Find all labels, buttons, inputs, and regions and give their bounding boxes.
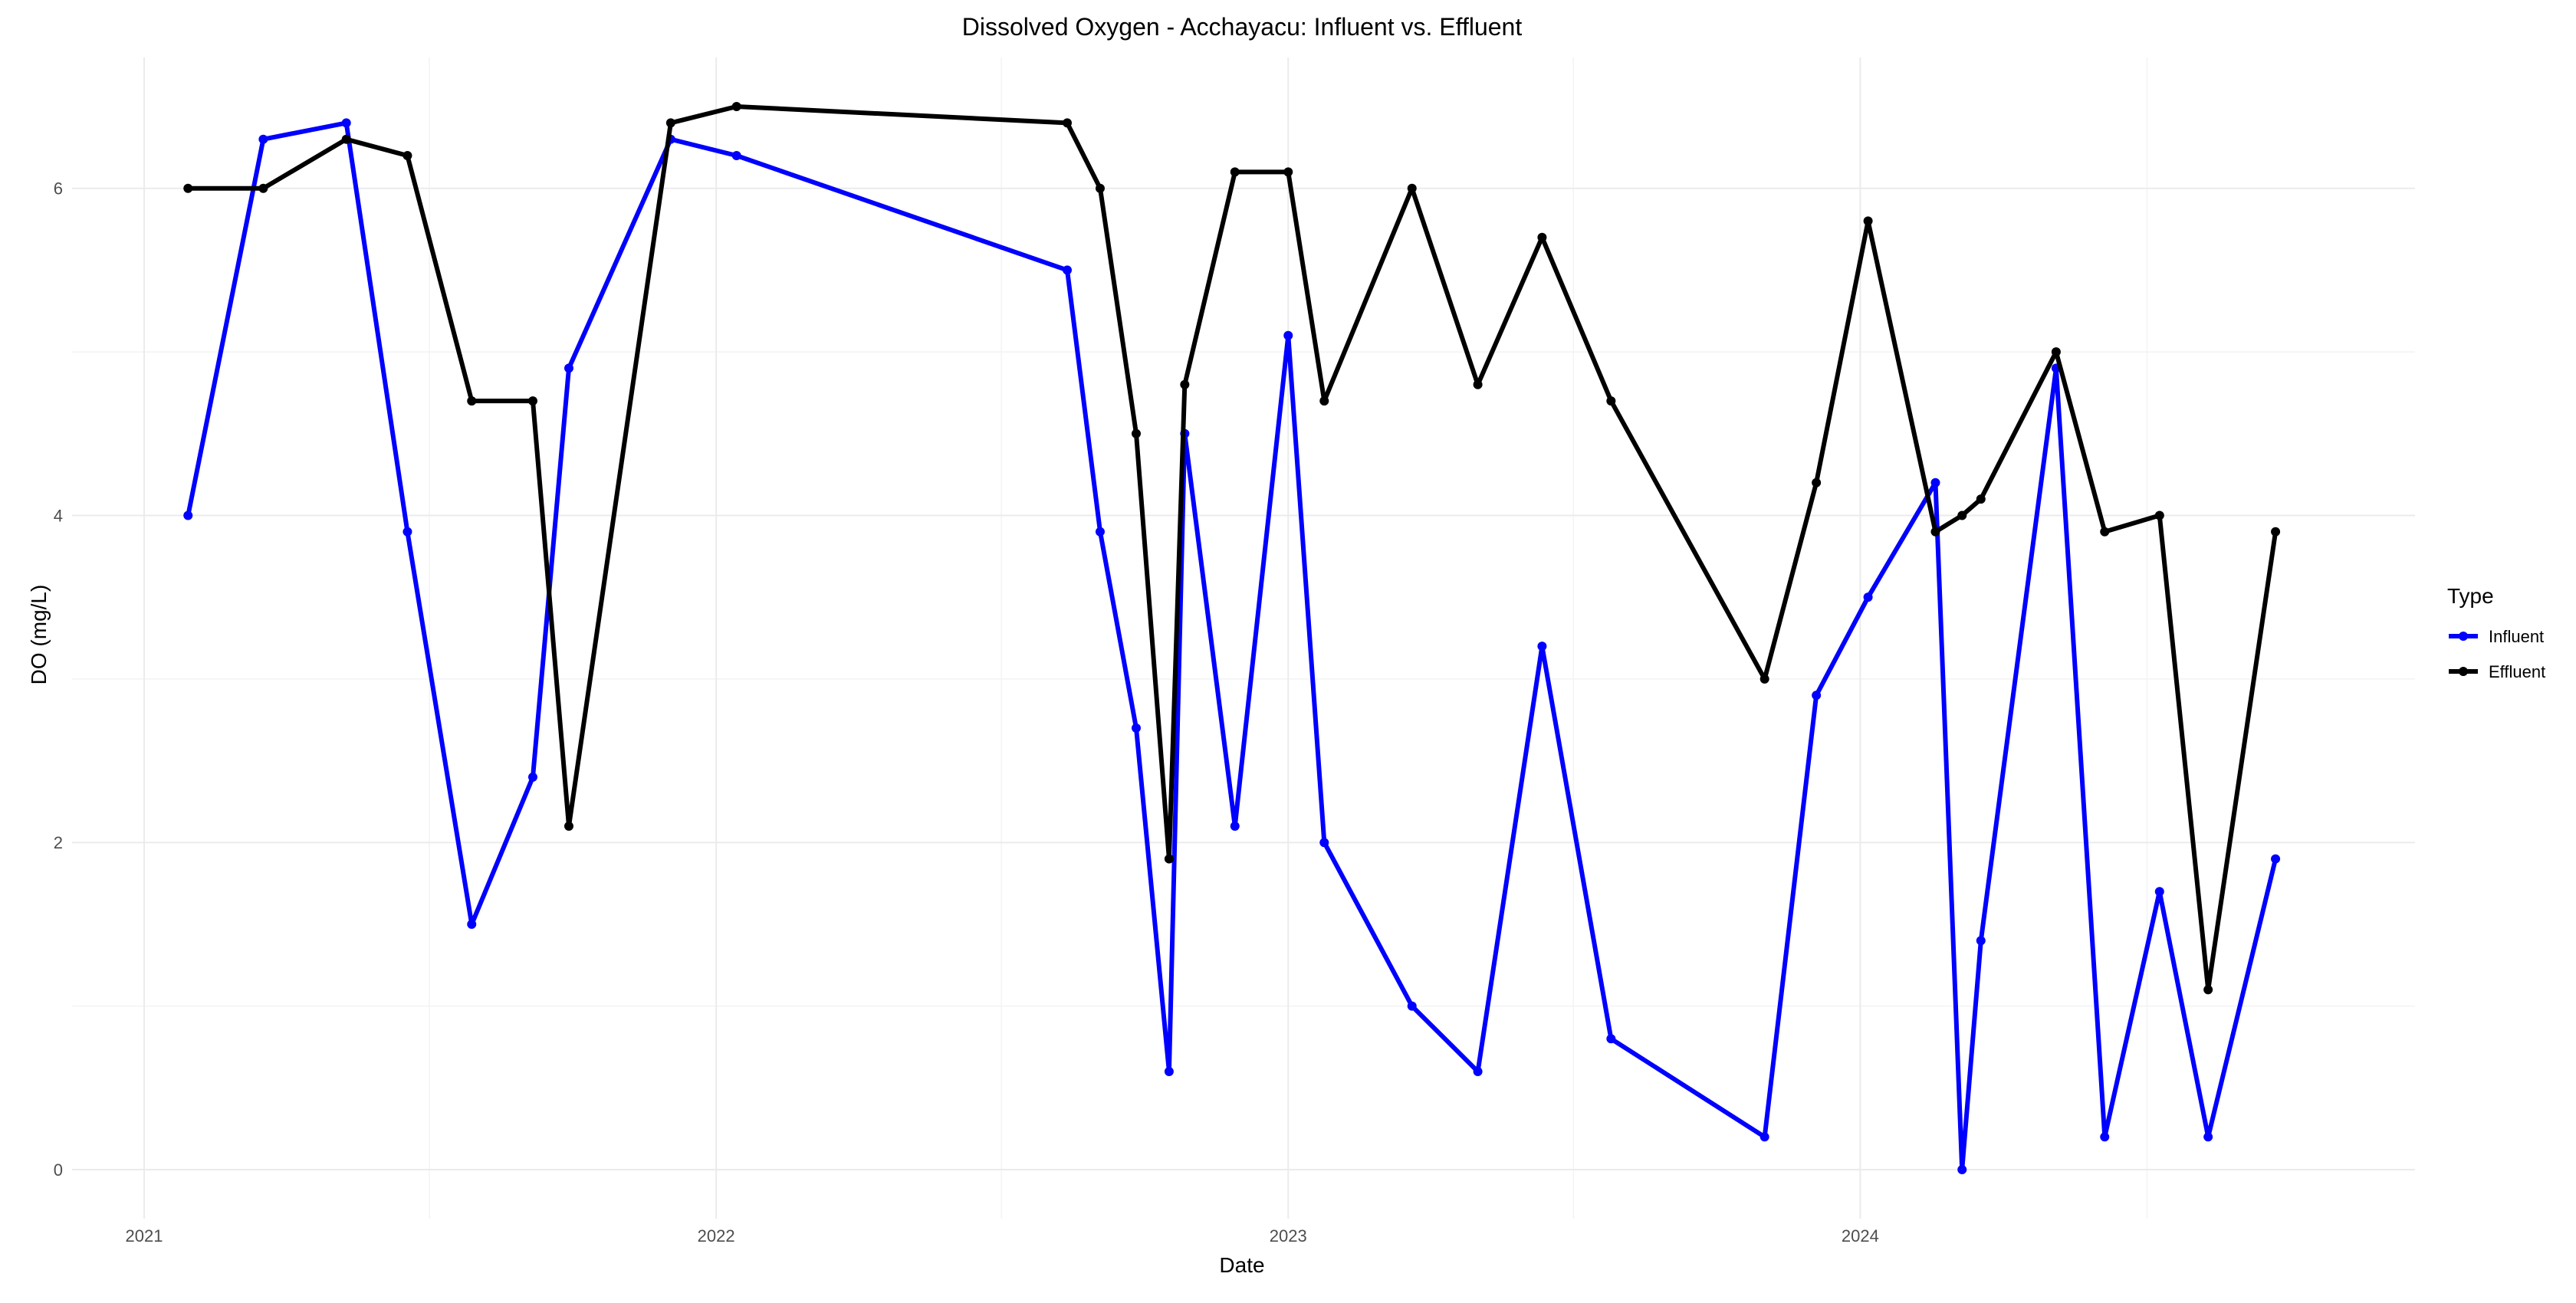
influent-point xyxy=(1319,838,1329,848)
x-tick-label: 2021 xyxy=(126,1226,163,1246)
influent-point xyxy=(183,510,193,520)
effluent-point xyxy=(1606,396,1616,406)
effluent-point xyxy=(2100,527,2110,537)
effluent-point xyxy=(1473,379,1483,389)
effluent-point xyxy=(1760,674,1769,684)
effluent-point xyxy=(183,183,193,193)
influent-point xyxy=(1473,1066,1483,1076)
influent-line xyxy=(186,120,2279,1172)
effluent-point xyxy=(665,118,675,128)
effluent-point xyxy=(564,821,573,831)
chart-title: Dissolved Oxygen - Acchayacu: Influent v… xyxy=(962,13,1523,41)
series xyxy=(183,102,2281,1174)
effluent-point xyxy=(1131,428,1141,438)
influent-point xyxy=(1063,265,1073,275)
y-tick-label: 4 xyxy=(54,506,63,525)
x-axis-title: Date xyxy=(1219,1253,1264,1277)
influent-point xyxy=(1131,723,1141,733)
effluent-point xyxy=(1812,478,1822,487)
effluent-point xyxy=(1283,167,1293,177)
effluent-point xyxy=(1095,183,1105,193)
influent-point xyxy=(1812,691,1822,701)
influent-point xyxy=(1095,527,1105,537)
legend-key-point xyxy=(2459,667,2468,676)
influent-point xyxy=(467,919,477,929)
influent-point xyxy=(1230,821,1240,831)
effluent-point xyxy=(2154,510,2164,520)
effluent-point xyxy=(527,396,537,406)
influent-point xyxy=(258,134,268,144)
y-axis-title: DO (mg/L) xyxy=(27,585,51,685)
effluent-point xyxy=(258,183,268,193)
influent-point xyxy=(1760,1132,1769,1142)
influent-point xyxy=(1930,478,1940,487)
influent-series xyxy=(183,118,2281,1174)
influent-point xyxy=(2271,854,2281,864)
x-tick-label: 2023 xyxy=(1270,1226,1307,1246)
effluent-point xyxy=(467,396,477,406)
legend-items: Influent Effluent xyxy=(2449,627,2545,681)
effluent-point xyxy=(1930,527,1940,537)
influent-point xyxy=(1407,1001,1417,1011)
effluent-series xyxy=(183,102,2281,995)
effluent-point xyxy=(1863,216,1873,226)
effluent-point xyxy=(1407,183,1417,193)
influent-point xyxy=(402,527,412,537)
grid xyxy=(72,57,2415,1219)
legend-label-effluent: Effluent xyxy=(2489,662,2545,681)
effluent-point xyxy=(402,151,412,161)
effluent-point xyxy=(731,102,741,112)
effluent-point xyxy=(1537,232,1547,242)
influent-point xyxy=(527,772,537,782)
influent-point xyxy=(2154,887,2164,897)
legend-item-effluent: Effluent xyxy=(2449,662,2545,681)
influent-point xyxy=(341,118,351,128)
legend-item-influent: Influent xyxy=(2449,627,2544,646)
effluent-point xyxy=(1230,167,1240,177)
legend: Type Influent Effluent xyxy=(2447,584,2545,681)
influent-point xyxy=(1537,642,1547,652)
effluent-point xyxy=(2203,985,2213,995)
legend-title: Type xyxy=(2447,584,2494,608)
influent-point xyxy=(2100,1132,2110,1142)
effluent-point xyxy=(1164,854,1174,864)
effluent-point xyxy=(1063,118,1073,128)
effluent-point xyxy=(2051,347,2061,357)
influent-point xyxy=(2203,1132,2213,1142)
effluent-point xyxy=(1180,379,1190,389)
influent-point xyxy=(564,363,573,373)
legend-key-point xyxy=(2459,632,2468,641)
influent-point xyxy=(1957,1164,1967,1174)
y-tick-label: 6 xyxy=(54,179,63,199)
y-tick-label: 0 xyxy=(54,1160,63,1180)
effluent-point xyxy=(1976,494,1986,504)
x-tick-label: 2024 xyxy=(1842,1226,1879,1246)
x-tick-label: 2022 xyxy=(698,1226,735,1246)
influent-point xyxy=(731,151,741,161)
legend-label-influent: Influent xyxy=(2489,627,2544,646)
effluent-point xyxy=(1957,510,1967,520)
effluent-point xyxy=(1319,396,1329,406)
influent-point xyxy=(1606,1034,1616,1044)
influent-point xyxy=(1863,592,1873,602)
effluent-point xyxy=(2271,527,2281,537)
influent-point xyxy=(1283,330,1293,340)
influent-point xyxy=(1164,1066,1174,1076)
axis-labels: 0 2 4 6 2021 2022 2023 2024 xyxy=(54,179,1879,1246)
y-tick-label: 2 xyxy=(54,833,63,852)
influent-point xyxy=(1976,936,1986,946)
effluent-point xyxy=(341,134,351,144)
